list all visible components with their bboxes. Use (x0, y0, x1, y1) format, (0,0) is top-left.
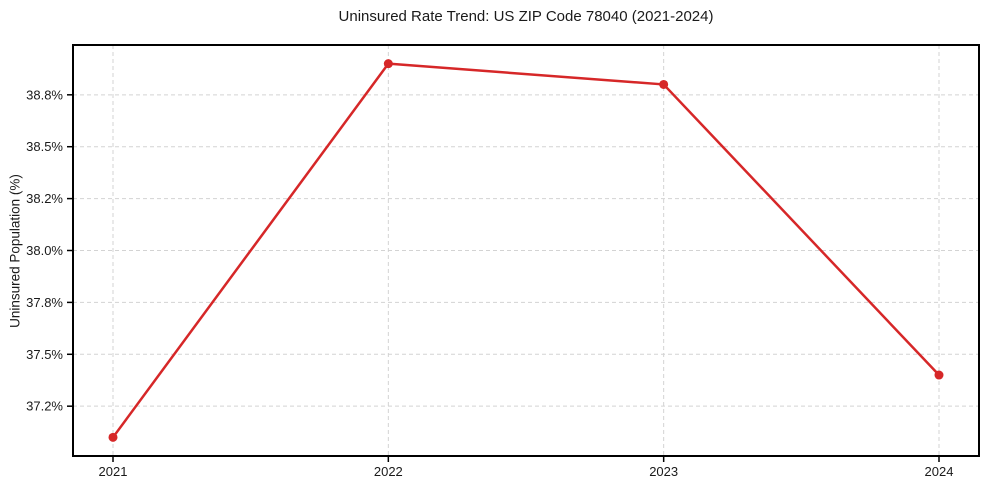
data-point-2023 (659, 79, 669, 89)
data-point-2022 (383, 59, 393, 69)
x-tick-label: 2021 (99, 464, 128, 479)
y-tick-label: 37.8% (26, 295, 63, 310)
y-tick-label: 38.0% (26, 243, 63, 258)
data-point-2021 (108, 432, 118, 442)
y-tick-label: 37.2% (26, 399, 63, 414)
chart-title: Uninsured Rate Trend: US ZIP Code 78040 … (338, 8, 714, 25)
x-tick-label: 2024 (925, 464, 954, 479)
trend-line (111, 62, 941, 439)
y-tick-label: 38.8% (26, 87, 63, 102)
y-tick-label: 38.5% (26, 139, 63, 154)
x-tick-label: 2022 (374, 464, 403, 479)
y-tick-label: 37.5% (26, 347, 63, 362)
y-tick-label: 38.2% (26, 191, 63, 206)
x-tick-label: 2023 (649, 464, 678, 479)
data-point-2024 (934, 370, 944, 380)
